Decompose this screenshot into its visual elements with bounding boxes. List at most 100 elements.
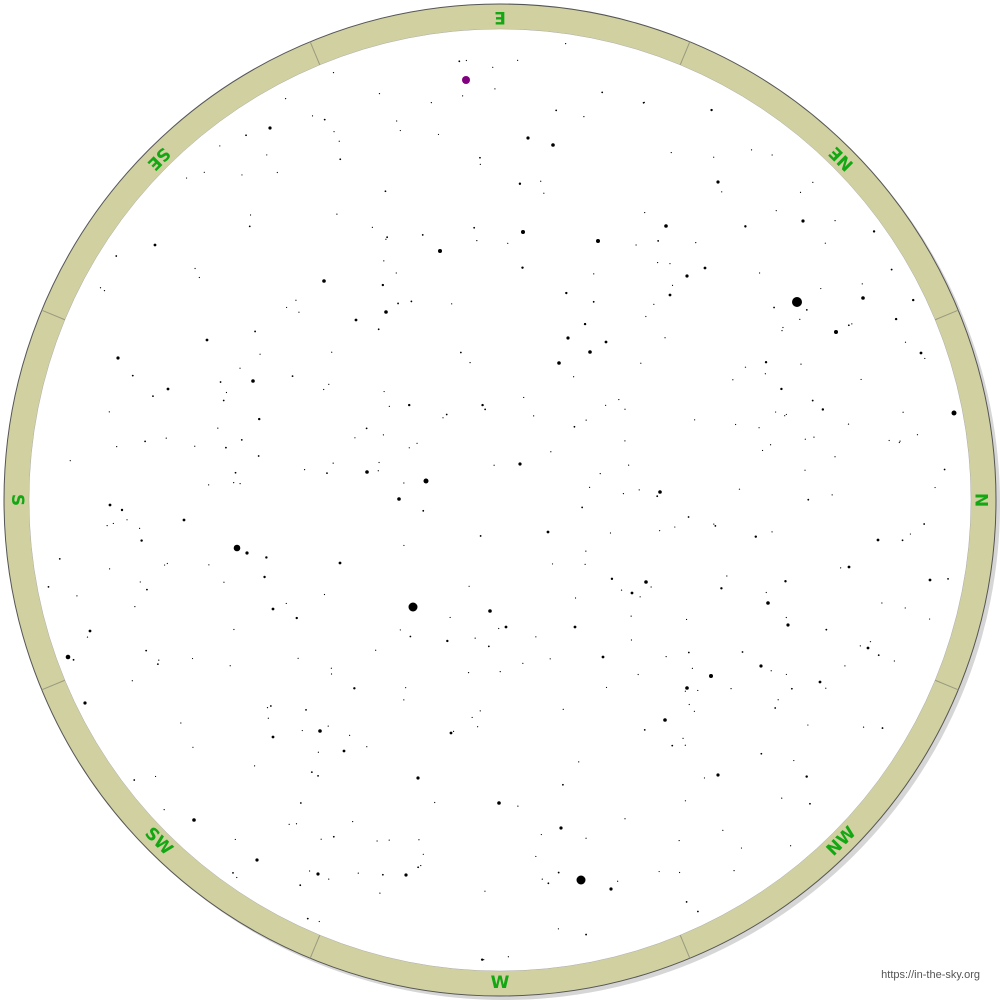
faint-star [479, 163, 481, 165]
faint-star [541, 878, 543, 880]
faint-star [405, 687, 407, 689]
compass-label: E [494, 7, 506, 27]
star [588, 350, 592, 354]
faint-star [365, 427, 368, 430]
faint-star [384, 190, 387, 193]
faint-star [483, 959, 485, 961]
faint-star [744, 366, 747, 368]
faint-star [474, 637, 476, 639]
ring-tick [934, 679, 959, 691]
star [663, 718, 667, 722]
star [338, 561, 342, 565]
planet [462, 76, 470, 84]
faint-star [687, 651, 690, 654]
faint-star [116, 446, 118, 448]
faint-star [557, 871, 560, 874]
faint-star [323, 388, 325, 391]
faint-star [550, 451, 552, 453]
faint-star [499, 671, 501, 673]
faint-star [376, 840, 378, 842]
faint-star [69, 460, 71, 462]
ring-tick [934, 309, 959, 321]
star [709, 674, 713, 678]
faint-star [665, 655, 667, 658]
faint-star [317, 774, 319, 777]
faint-star [732, 379, 734, 381]
faint-star [821, 408, 825, 411]
star [604, 340, 608, 344]
faint-star [165, 437, 167, 439]
faint-star [422, 853, 424, 855]
faint-star [584, 563, 586, 566]
faint-star [144, 440, 146, 443]
faint-star [733, 870, 735, 872]
faint-star [263, 575, 266, 579]
faint-star [225, 391, 228, 394]
faint-star [462, 95, 464, 97]
star [271, 607, 275, 611]
faint-star [764, 373, 766, 375]
faint-star [310, 771, 313, 774]
faint-star [730, 687, 732, 690]
faint-star [860, 378, 862, 381]
faint-star [703, 777, 706, 779]
faint-star [451, 303, 453, 305]
faint-star [434, 801, 436, 804]
faint-star [99, 287, 102, 289]
faint-star [735, 423, 737, 426]
faint-star [713, 523, 715, 525]
faint-star [678, 839, 680, 842]
faint-star [382, 434, 384, 436]
faint-star [498, 627, 500, 630]
faint-star [208, 484, 210, 486]
faint-star [617, 880, 619, 882]
faint-star [610, 577, 614, 581]
faint-star [194, 267, 196, 270]
faint-star [249, 214, 252, 216]
faint-star [771, 531, 773, 533]
star [551, 143, 555, 147]
faint-star [138, 527, 141, 529]
star [255, 858, 259, 862]
faint-star [770, 670, 772, 672]
faint-star [108, 411, 110, 413]
credit: https://in-the-sky.org [881, 969, 980, 981]
faint-star [696, 910, 699, 913]
faint-star [741, 651, 744, 653]
faint-star [847, 324, 850, 327]
faint-star [588, 486, 591, 488]
faint-star [112, 522, 114, 525]
faint-star [229, 665, 231, 667]
faint-star [375, 649, 377, 651]
faint-star [758, 272, 761, 274]
faint-star [484, 408, 487, 411]
faint-star [658, 870, 660, 873]
faint-star [872, 230, 876, 233]
star [182, 518, 186, 522]
faint-star [805, 308, 808, 311]
faint-star [437, 133, 440, 136]
faint-star [805, 775, 808, 778]
faint-star [644, 211, 646, 214]
star [271, 735, 275, 739]
faint-star [609, 532, 612, 534]
faint-star [684, 744, 686, 746]
star [834, 330, 838, 334]
faint-star [487, 645, 490, 648]
faint-star [781, 797, 783, 799]
faint-star [225, 446, 227, 449]
star [438, 249, 442, 253]
faint-star [378, 461, 380, 464]
faint-star [943, 468, 946, 471]
faint-star [799, 318, 801, 320]
star [233, 544, 241, 552]
faint-star [774, 707, 777, 709]
faint-star [331, 351, 333, 353]
faint-star [831, 494, 833, 496]
star [630, 591, 634, 595]
faint-star [517, 805, 519, 807]
faint-star [492, 66, 494, 68]
star [166, 387, 170, 391]
star [919, 351, 923, 355]
faint-star [152, 395, 154, 398]
